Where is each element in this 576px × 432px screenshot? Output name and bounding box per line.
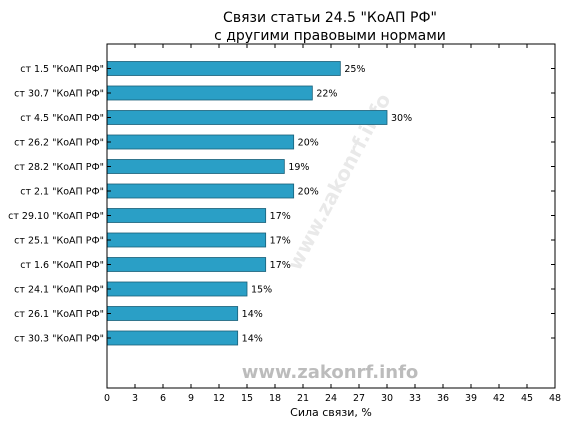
bars-group: 25% ст 1.5 "КоАП РФ" 22% ст 30.7 "КоАП РФ" 3…	[8, 61, 555, 346]
bar	[106, 183, 295, 199]
watermark-text: www.zakonrf.info	[242, 362, 419, 383]
bar	[106, 306, 239, 321]
bar	[106, 134, 295, 150]
x-axis-label: Сила связи, %	[290, 406, 372, 419]
x-tick-label: 21	[297, 393, 309, 404]
bar-value-label: 19%	[288, 162, 309, 173]
x-tick-label: 30	[381, 393, 393, 404]
chart-title: Связи статьи 24.5 "КоАП РФ"	[223, 10, 437, 26]
category-label: ст 1.5 "КоАП РФ"	[20, 64, 104, 75]
category-label: ст 28.2 "КоАП РФ"	[14, 162, 104, 173]
category-label: ст 30.3 "КоАП РФ"	[14, 334, 104, 345]
x-tick-label: 9	[188, 393, 194, 404]
bar	[106, 257, 267, 272]
bar	[106, 208, 267, 223]
bar-value-label: 20%	[298, 187, 319, 198]
bar-value-label: 25%	[344, 64, 365, 75]
bar	[106, 281, 248, 297]
x-tick-label: 12	[213, 393, 225, 404]
x-tick-label: 48	[549, 393, 561, 404]
x-tick-label: 24	[325, 393, 337, 404]
x-tick-label: 42	[493, 393, 505, 404]
category-label: ст 25.1 "КоАП РФ"	[14, 236, 104, 247]
x-tick-label: 15	[241, 393, 253, 404]
category-label: ст 26.2 "КоАП РФ"	[14, 138, 104, 149]
bar	[106, 61, 341, 76]
category-label: ст 1.6 "КоАП РФ"	[20, 260, 104, 271]
bar	[106, 330, 239, 346]
bar-value-label: 30%	[391, 113, 412, 124]
category-label: ст 24.1 "КоАП РФ"	[14, 285, 104, 296]
bar-value-label: 14%	[242, 309, 263, 320]
bar-value-label: 22%	[316, 89, 337, 100]
x-tick-label: 27	[353, 393, 365, 404]
bar-value-label: 17%	[270, 260, 291, 271]
category-label: ст 29.10 "КоАП РФ"	[8, 211, 104, 222]
bar	[106, 85, 313, 101]
x-tick-label: 36	[437, 393, 449, 404]
category-label: ст 30.7 "КоАП РФ"	[14, 89, 104, 100]
chart-subtitle: с другими правовыми нормами	[214, 28, 446, 44]
category-label: ст 26.1 "КоАП РФ"	[14, 309, 104, 320]
bar-value-label: 17%	[270, 211, 291, 222]
x-tick-label: 39	[465, 393, 477, 404]
x-tick-label: 18	[269, 393, 281, 404]
x-axis: 0 3 6 9 12 15 18 21 24 27 30 33 36 39 42 45 48	[104, 44, 561, 404]
bar	[106, 159, 285, 174]
x-tick-label: 6	[160, 393, 166, 404]
x-tick-label: 33	[409, 393, 421, 404]
bar	[106, 110, 388, 125]
category-label: ст 2.1 "КоАП РФ"	[20, 187, 104, 198]
bar-value-label: 14%	[242, 334, 263, 345]
x-tick-label: 45	[521, 393, 533, 404]
x-tick-label: 0	[104, 393, 110, 404]
category-label: ст 4.5 "КоАП РФ"	[20, 113, 104, 124]
bar-value-label: 20%	[298, 138, 319, 149]
bar-value-label: 17%	[270, 236, 291, 247]
x-tick-label: 3	[132, 393, 138, 404]
bar	[106, 232, 267, 248]
bar-value-label: 15%	[251, 285, 272, 296]
